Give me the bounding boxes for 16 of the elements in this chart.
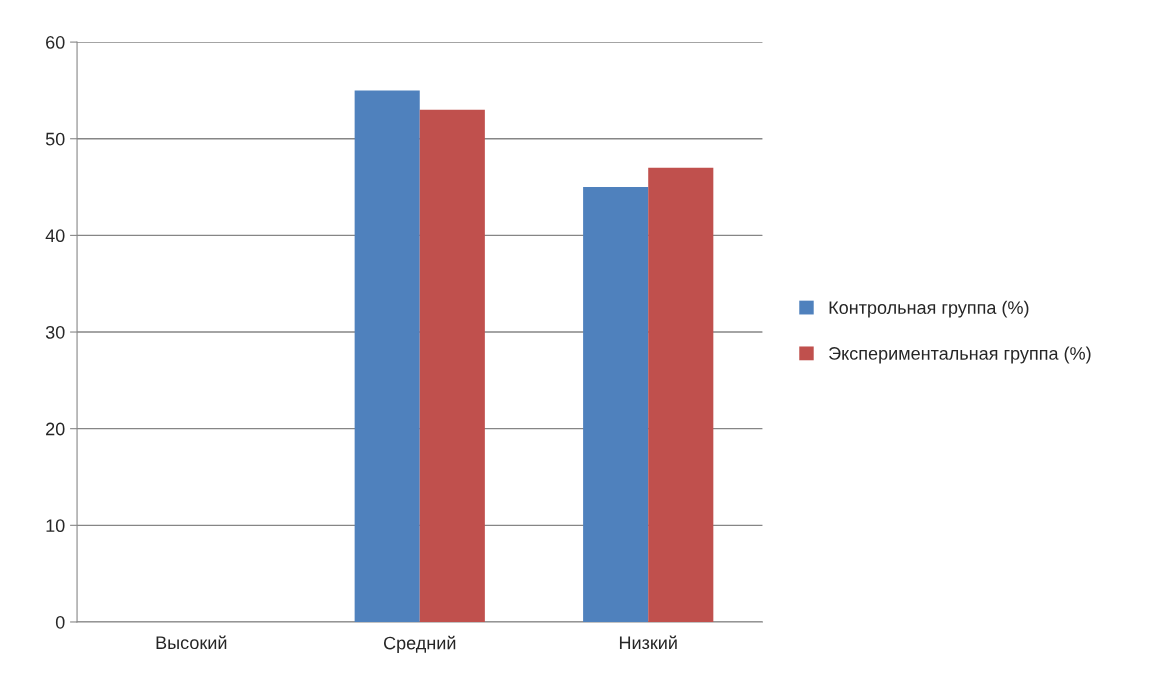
y-tick-label: 40	[45, 229, 65, 243]
y-tick-label: 60	[46, 36, 65, 49]
y-tick-label: 10	[46, 519, 65, 533]
x-tick-label: Средний	[383, 635, 456, 653]
y-tick-label: 20	[46, 422, 65, 436]
x-tick-label: Низкий	[619, 635, 677, 650]
bar	[648, 167, 714, 622]
bar	[354, 90, 420, 622]
y-tick-label: 30	[45, 325, 65, 339]
bar	[583, 187, 649, 622]
x-tick-label: Высокий	[156, 635, 227, 650]
y-tick-label: 50	[45, 132, 65, 146]
bar	[419, 109, 485, 622]
y-tick-label: 0	[55, 615, 65, 629]
legend-label: Экспериментальная группа (%)	[829, 346, 1091, 364]
legend-label: Контрольная группа (%)	[829, 300, 1029, 318]
